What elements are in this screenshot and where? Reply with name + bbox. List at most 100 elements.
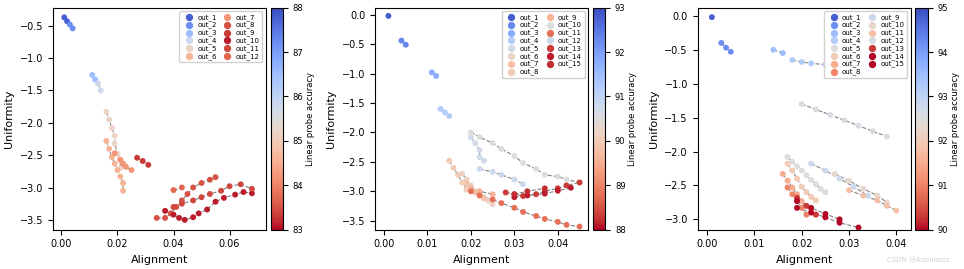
Point <box>799 204 815 208</box>
X-axis label: Alignment: Alignment <box>453 255 511 265</box>
Point <box>468 189 483 193</box>
Y-axis label: Linear probe accuracy: Linear probe accuracy <box>951 72 959 166</box>
Point <box>813 187 828 191</box>
Point <box>832 64 847 68</box>
Point <box>808 198 823 203</box>
Point <box>528 192 544 196</box>
Point <box>494 147 509 151</box>
Point <box>213 189 228 193</box>
Point <box>442 158 457 163</box>
Point <box>398 43 414 47</box>
Point <box>832 176 847 181</box>
Point <box>485 197 500 202</box>
Point <box>450 173 466 177</box>
Point <box>803 195 818 199</box>
Point <box>559 177 575 182</box>
Point <box>472 193 488 197</box>
Point <box>537 217 552 221</box>
X-axis label: Alignment: Alignment <box>775 255 833 265</box>
Point <box>116 181 131 185</box>
Point <box>870 198 885 203</box>
Point <box>459 182 474 186</box>
Point <box>572 180 587 185</box>
Point <box>860 67 875 71</box>
Point <box>572 224 587 229</box>
Point <box>464 183 479 187</box>
Point <box>174 201 190 206</box>
Point <box>803 210 818 215</box>
Point <box>166 188 181 192</box>
Point <box>104 155 120 159</box>
Y-axis label: Uniformity: Uniformity <box>649 89 658 148</box>
Point <box>842 188 857 192</box>
Point <box>799 173 815 178</box>
Point <box>166 213 181 217</box>
Point <box>803 206 818 210</box>
Point <box>129 155 145 160</box>
Point <box>194 181 209 185</box>
Point <box>550 220 566 224</box>
Point <box>794 206 810 210</box>
Point <box>563 186 578 190</box>
Point <box>785 168 800 173</box>
Point <box>123 168 139 172</box>
Point <box>817 168 833 173</box>
Point <box>870 193 885 198</box>
Point <box>446 166 462 170</box>
Point <box>93 88 108 93</box>
Point <box>780 179 795 183</box>
Point <box>790 192 805 196</box>
Point <box>468 190 483 195</box>
Point <box>455 172 470 176</box>
Point <box>107 141 122 146</box>
Point <box>135 159 150 163</box>
Point <box>704 15 719 19</box>
Point <box>794 60 810 64</box>
Point <box>516 194 531 198</box>
Point <box>180 192 196 196</box>
Point <box>174 198 190 203</box>
Point <box>537 192 552 196</box>
Point <box>507 177 522 182</box>
Point <box>794 185 810 189</box>
Point <box>85 73 100 77</box>
Point <box>472 135 488 139</box>
Point <box>459 177 474 182</box>
Point <box>472 148 488 152</box>
Point <box>464 189 479 193</box>
Point <box>528 214 544 218</box>
Point <box>236 190 252 194</box>
Point <box>202 192 218 196</box>
Point <box>572 180 587 185</box>
Point <box>837 118 852 122</box>
Point <box>485 202 500 206</box>
Y-axis label: Uniformity: Uniformity <box>4 89 14 148</box>
Legend: out_1, out_2, out_3, out_4, out_5, out_6, out_7, out_8, out_9, out_10, out_11, o: out_1, out_2, out_3, out_4, out_5, out_6… <box>179 11 262 62</box>
Point <box>516 161 531 165</box>
Point <box>520 189 535 193</box>
Point <box>855 193 870 198</box>
Point <box>794 102 810 106</box>
Point <box>107 134 122 138</box>
Point <box>507 206 522 210</box>
Point <box>216 196 231 200</box>
Legend: out_1, out_2, out_3, out_4, out_5, out_6, out_7, out_8, out_9, out_10, out_11, o: out_1, out_2, out_3, out_4, out_5, out_6… <box>501 11 585 78</box>
Point <box>228 193 243 197</box>
Point <box>172 216 187 220</box>
Point <box>157 216 173 220</box>
Point <box>889 208 904 213</box>
Point <box>537 186 552 190</box>
Text: CSDN @Adenialzz: CSDN @Adenialzz <box>888 257 950 264</box>
Point <box>785 58 800 62</box>
Point <box>455 180 470 185</box>
Point <box>494 173 509 177</box>
Point <box>808 182 823 186</box>
Point <box>765 48 781 52</box>
Point <box>817 62 833 67</box>
Point <box>169 205 184 209</box>
Point <box>101 147 117 151</box>
Point <box>520 193 535 197</box>
Point <box>507 192 522 196</box>
Point <box>790 196 805 200</box>
Point <box>803 208 818 213</box>
